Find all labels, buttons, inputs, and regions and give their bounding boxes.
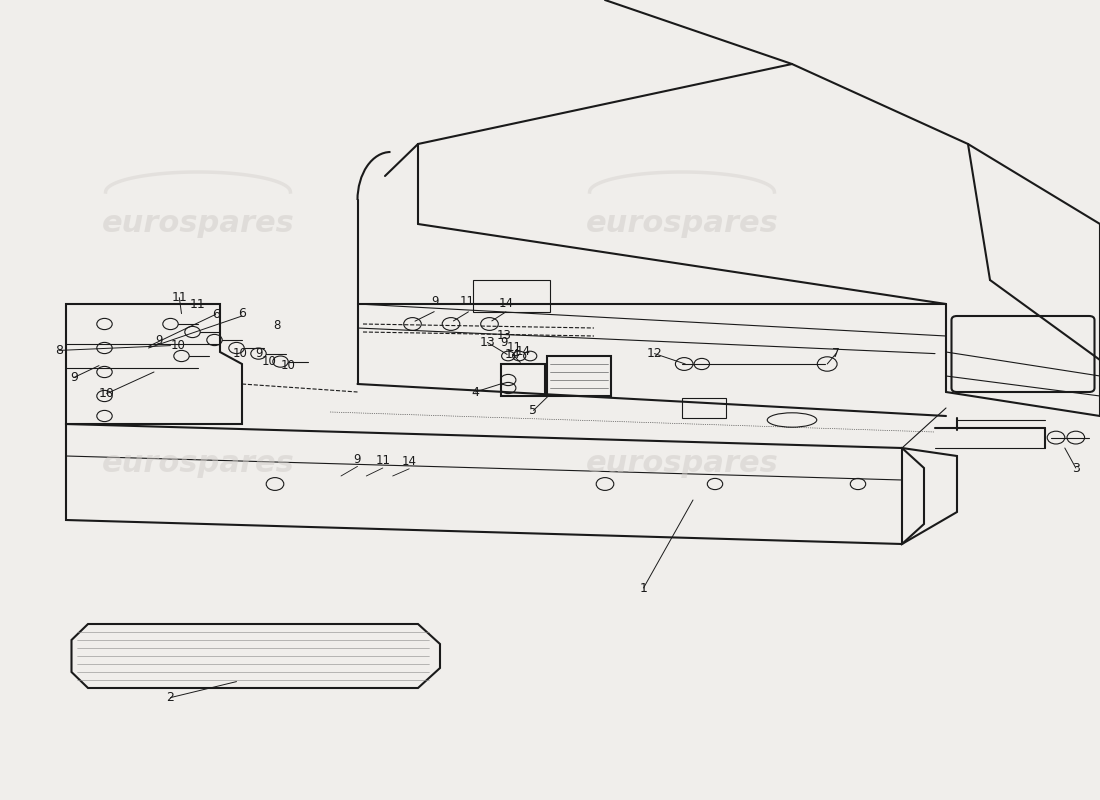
Text: 14: 14 [498, 297, 514, 310]
Text: 11: 11 [375, 454, 390, 467]
Text: 13: 13 [480, 336, 495, 349]
Text: 8: 8 [274, 319, 280, 332]
Bar [682, 398, 726, 418]
Text: 9: 9 [69, 371, 78, 384]
Text: 1: 1 [639, 582, 648, 594]
Text: 10: 10 [170, 339, 186, 352]
Text: 10: 10 [280, 359, 296, 372]
Text: 8: 8 [55, 344, 64, 357]
Text: 5: 5 [529, 404, 538, 417]
Text: 11: 11 [460, 295, 475, 308]
Text: eurospares: eurospares [585, 210, 779, 238]
Text: 9: 9 [255, 347, 262, 360]
Text: 7: 7 [832, 347, 840, 360]
Text: 14: 14 [505, 348, 520, 361]
Text: 9: 9 [354, 453, 361, 466]
Text: 9: 9 [431, 295, 438, 308]
Text: eurospares: eurospares [101, 450, 295, 478]
Text: 11: 11 [506, 341, 521, 354]
Text: 14: 14 [516, 345, 531, 358]
Text: 4: 4 [471, 386, 480, 398]
Text: 13: 13 [496, 329, 512, 342]
Text: 11: 11 [172, 291, 187, 304]
Text: 14: 14 [402, 455, 417, 468]
Text: 12: 12 [647, 347, 662, 360]
Text: 3: 3 [1071, 462, 1080, 474]
Text: 6: 6 [238, 307, 246, 320]
Text: 6: 6 [211, 308, 220, 321]
Text: 10: 10 [262, 355, 277, 368]
Text: 10: 10 [99, 387, 114, 400]
Text: 9: 9 [500, 336, 507, 349]
Text: 11: 11 [190, 298, 206, 310]
Text: eurospares: eurospares [101, 210, 295, 238]
Text: 9: 9 [156, 334, 163, 346]
Text: 10: 10 [232, 347, 248, 360]
Text: eurospares: eurospares [585, 450, 779, 478]
Text: 2: 2 [166, 691, 175, 704]
